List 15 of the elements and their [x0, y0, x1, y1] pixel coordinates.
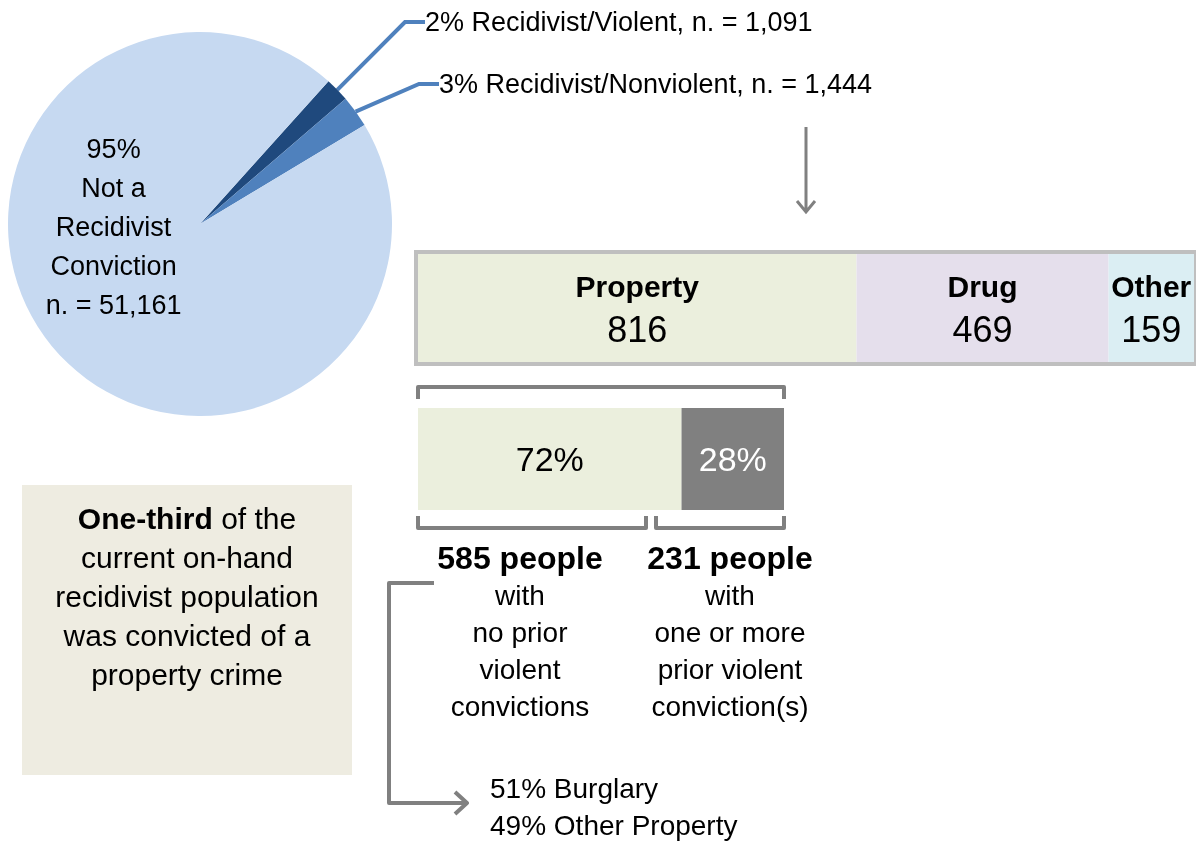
data-label: 469: [952, 308, 1013, 350]
series-label: Other: [1111, 269, 1192, 303]
text: 51% Burglary 49% Other Property: [490, 772, 739, 843]
series-label: Property: [575, 269, 700, 303]
data-label: 2% Recidivist/Violent, n. = 1,091: [425, 7, 813, 37]
text: 231 people with one or more prior violent conviction(s): [646, 540, 814, 724]
data-label: 95% Not a Recidivist Conviction n. = 51,161: [45, 133, 182, 320]
data-label: 72%: [515, 440, 584, 478]
text: One-third: [77, 502, 213, 535]
text: 585 people with no prior violent convictions: [436, 540, 604, 724]
series-label: Drug: [947, 269, 1018, 303]
data-label: 159: [1121, 308, 1182, 350]
data-label: 28%: [698, 440, 767, 478]
data-label: 3% Recidivist/Nonviolent, n. = 1,444: [439, 69, 872, 99]
data-label: 816: [607, 308, 668, 350]
